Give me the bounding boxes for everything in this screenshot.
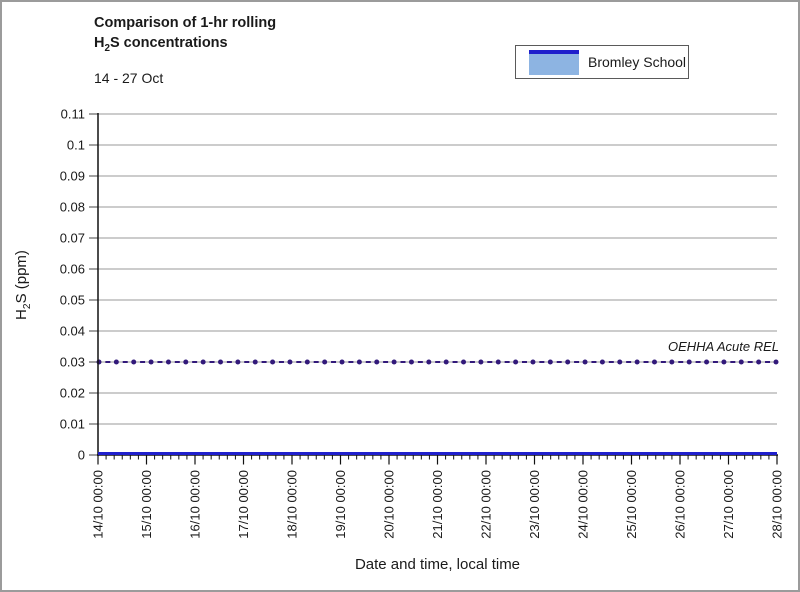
chart-title-line1: Comparison of 1-hr rolling — [94, 15, 277, 31]
legend-label: Bromley School — [588, 54, 687, 70]
y-tick-label: 0.05 — [60, 293, 85, 308]
x-axis-ticks — [97, 455, 778, 465]
y-tick-label: 0.08 — [60, 200, 85, 215]
y-tick-label: 0.07 — [60, 231, 85, 246]
y-tick-label: 0 — [78, 448, 85, 463]
x-tick-label: 16/10 00:00 — [188, 470, 203, 539]
x-tick-label: 26/10 00:00 — [673, 470, 688, 539]
x-tick-label: 15/10 00:00 — [139, 470, 154, 539]
x-tick-label: 23/10 00:00 — [527, 470, 542, 539]
legend: Bromley School — [515, 45, 689, 79]
x-tick-label: 19/10 00:00 — [333, 470, 348, 539]
x-tick-labels: 14/10 00:00 15/10 00:00 16/10 00:00 17/10 0… — [91, 470, 785, 539]
y-tick-label: 0.01 — [60, 417, 85, 432]
y-tick-label: 0.04 — [60, 324, 85, 339]
x-tick-label: 21/10 00:00 — [430, 470, 445, 539]
chart-title-line2: H2S concentrations — [94, 35, 228, 54]
y-tick-label: 0.09 — [60, 169, 85, 184]
y-tick-label: 0.02 — [60, 386, 85, 401]
y-axis-ticks: 0 0.01 0.02 0.03 0.04 0.05 0.06 0.07 0.08 0.09 0.1… — [60, 107, 98, 463]
x-tick-label: 25/10 00:00 — [624, 470, 639, 539]
x-tick-label: 14/10 00:00 — [91, 470, 106, 539]
y-tick-label: 0.06 — [60, 262, 85, 277]
y-tick-label: 0.11 — [61, 107, 85, 122]
x-tick-label: 17/10 00:00 — [236, 470, 251, 539]
chart-subtitle: 14 - 27 Oct — [94, 69, 164, 86]
legend-line-swatch — [529, 49, 579, 54]
x-axis-title: Date and time, local time — [354, 556, 521, 573]
y-tick-label: 0.03 — [60, 355, 85, 370]
chart-title: Comparison of 1-hr rolling H2S concentra… — [94, 13, 276, 86]
gridlines — [98, 113, 777, 425]
y-tick-label: 0.1 — [67, 138, 85, 153]
rel-reference-line — [96, 359, 779, 365]
legend-area-swatch — [529, 49, 579, 75]
rel-annotation: OEHHA Acute REL — [667, 339, 779, 354]
y-axis-title: H2S (ppm) — [13, 250, 33, 320]
x-tick-label: 22/10 00:00 — [479, 470, 494, 539]
x-tick-label: 20/10 00:00 — [382, 470, 397, 539]
x-tick-label: 27/10 00:00 — [721, 470, 736, 539]
x-tick-label: 18/10 00:00 — [285, 470, 300, 539]
x-tick-label: 24/10 00:00 — [576, 470, 591, 539]
x-tick-label: 28/10 00:00 — [770, 470, 785, 539]
axes — [97, 113, 778, 456]
